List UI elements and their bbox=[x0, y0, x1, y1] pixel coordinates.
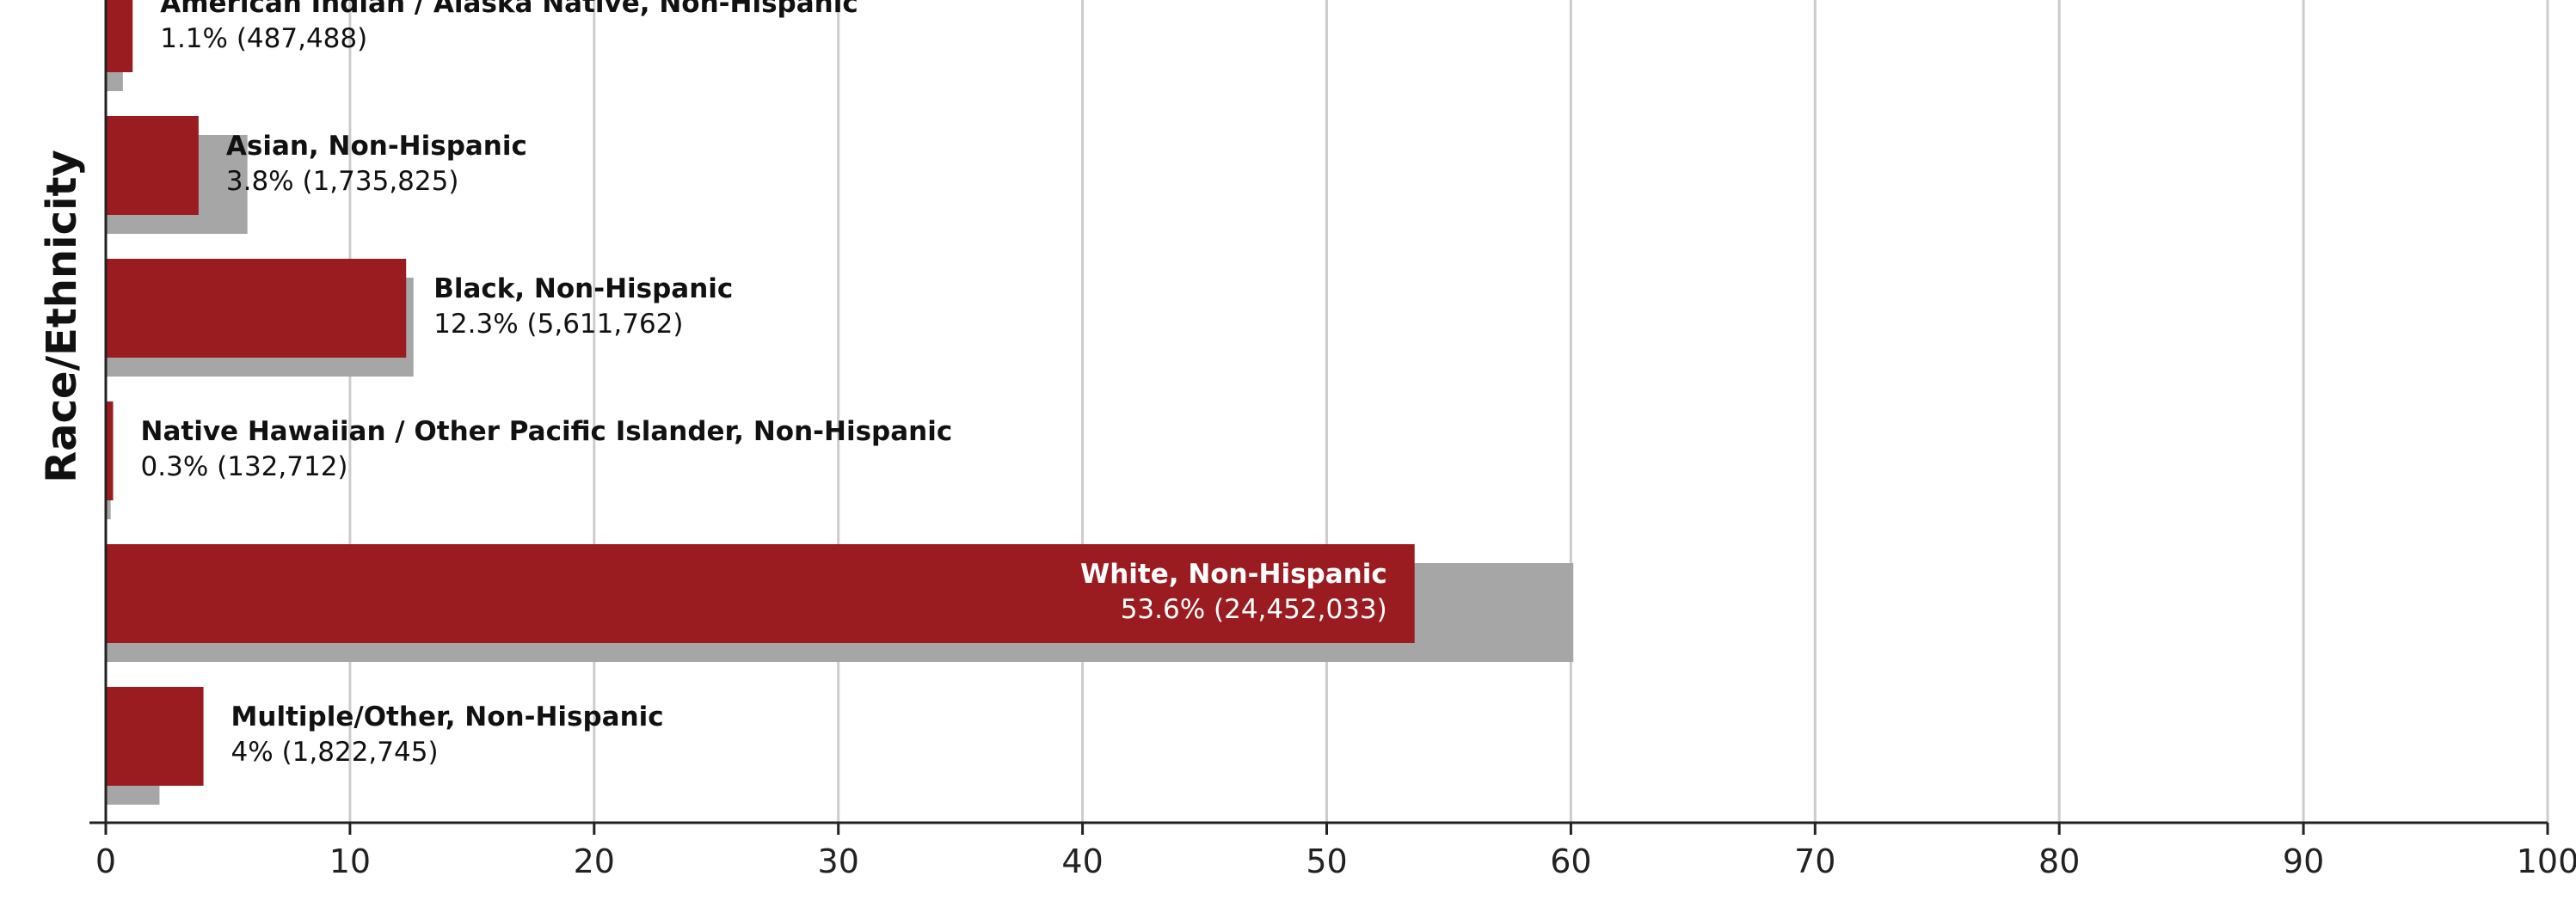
x-tick-label: 20 bbox=[574, 842, 615, 880]
x-tick-label: 70 bbox=[1794, 842, 1835, 880]
bar-label-group: American Indian / Alaska Native, Non-His… bbox=[160, 0, 858, 54]
value-label: 3.8% (1,735,825) bbox=[226, 166, 459, 197]
bar-label-group: Black, Non-Hispanic 12.3% (5,611,762) bbox=[433, 273, 733, 340]
value-label: 12.3% (5,611,762) bbox=[433, 309, 683, 340]
x-tick-label: 100 bbox=[2517, 842, 2576, 880]
x-axis: 0 10 20 30 40 50 60 70 80 90 100 bbox=[89, 0, 2576, 880]
x-tick-label: 40 bbox=[1061, 842, 1103, 880]
x-tick-label: 90 bbox=[2283, 842, 2324, 880]
gridlines bbox=[348, 0, 2549, 823]
bar-label-group: White, Non-Hispanic 53.6% (24,452,033) bbox=[1080, 559, 1387, 625]
value-label: 0.3% (132,712) bbox=[141, 451, 348, 482]
value-label: 4% (1,822,745) bbox=[231, 737, 439, 768]
category-label: Multiple/Other, Non-Hispanic bbox=[231, 702, 664, 732]
bar-label-group: Native Hawaiian / Other Pacific Islander… bbox=[141, 416, 953, 482]
x-tick-label: 80 bbox=[2038, 842, 2080, 880]
primary-bar bbox=[106, 687, 204, 786]
bar-label-group: Asian, Non-Hispanic 3.8% (1,735,825) bbox=[226, 131, 527, 197]
x-tick-label: 50 bbox=[1306, 842, 1347, 880]
value-label: 1.1% (487,488) bbox=[160, 23, 367, 54]
primary-bar bbox=[106, 544, 1415, 643]
category-label: Asian, Non-Hispanic bbox=[226, 131, 527, 162]
category-label: White, Non-Hispanic bbox=[1080, 559, 1387, 590]
primary-bar bbox=[106, 259, 407, 358]
x-tick-label: 0 bbox=[95, 842, 116, 880]
value-label: 53.6% (24,452,033) bbox=[1121, 594, 1387, 625]
x-tick-label: 60 bbox=[1550, 842, 1591, 880]
primary-bar bbox=[106, 401, 114, 500]
category-label: Native Hawaiian / Other Pacific Islander… bbox=[141, 416, 953, 447]
bar-label-group: Multiple/Other, Non-Hispanic 4% (1,822,74… bbox=[231, 702, 664, 768]
primary-bar bbox=[106, 116, 199, 215]
category-label: American Indian / Alaska Native, Non-His… bbox=[160, 0, 858, 19]
x-tick-label: 10 bbox=[329, 842, 371, 880]
primary-bar bbox=[106, 0, 133, 72]
bar-labels: American Indian / Alaska Native, Non-His… bbox=[141, 0, 1387, 768]
category-label: Black, Non-Hispanic bbox=[433, 273, 733, 304]
x-tick-label: 30 bbox=[818, 842, 859, 880]
bars bbox=[106, 0, 1574, 805]
y-axis-title: Race/Ethnicity bbox=[38, 150, 86, 483]
